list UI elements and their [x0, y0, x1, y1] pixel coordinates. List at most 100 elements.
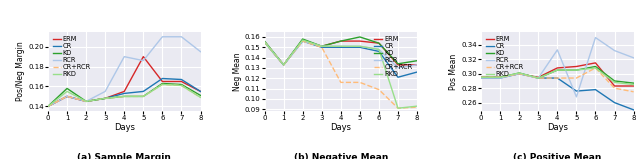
RCR — [573, 96, 580, 98]
RCR — [477, 77, 485, 79]
ERM — [299, 39, 307, 41]
RCR — [177, 36, 185, 38]
KD — [63, 87, 71, 89]
CR — [337, 46, 344, 48]
KD — [356, 36, 364, 38]
ERM — [515, 73, 523, 75]
CR — [356, 46, 364, 48]
RCR — [140, 60, 147, 62]
CR+RCR — [394, 107, 402, 109]
CR+RCR — [515, 73, 523, 75]
RKD — [83, 100, 90, 102]
RCR — [394, 67, 402, 69]
Line: RKD: RKD — [48, 84, 200, 106]
Text: (b) Negative Mean: (b) Negative Mean — [294, 153, 388, 159]
ERM — [196, 90, 204, 92]
CR+RCR — [260, 41, 268, 43]
CR+RCR — [159, 83, 166, 85]
RCR — [120, 56, 128, 58]
CR — [630, 109, 637, 111]
KD — [337, 40, 344, 42]
CR+RCR — [280, 64, 287, 66]
KD — [299, 38, 307, 40]
KD — [515, 72, 523, 74]
CR — [63, 95, 71, 97]
RKD — [318, 45, 326, 47]
RCR — [83, 100, 90, 102]
RCR — [159, 36, 166, 38]
KD — [611, 80, 618, 82]
RKD — [554, 69, 561, 71]
RKD — [573, 69, 580, 71]
KD — [497, 76, 504, 78]
CR+RCR — [554, 77, 561, 79]
ERM — [83, 100, 90, 102]
ERM — [120, 90, 128, 92]
RCR — [554, 49, 561, 51]
Line: KD: KD — [264, 37, 417, 65]
Line: CR+RCR: CR+RCR — [48, 84, 200, 106]
ERM — [611, 85, 618, 87]
RKD — [120, 95, 128, 97]
KD — [413, 60, 421, 62]
CR+RCR — [375, 89, 383, 91]
RKD — [375, 48, 383, 50]
KD — [44, 105, 52, 107]
ERM — [477, 76, 485, 78]
RCR — [413, 64, 421, 66]
ERM — [280, 64, 287, 66]
Line: ERM: ERM — [264, 40, 417, 65]
CR — [299, 40, 307, 42]
RKD — [196, 96, 204, 98]
ERM — [140, 56, 147, 58]
RCR — [196, 51, 204, 53]
CR+RCR — [356, 81, 364, 83]
CR+RCR — [477, 76, 485, 78]
Text: (c) Positive Mean: (c) Positive Mean — [513, 153, 602, 159]
KD — [196, 94, 204, 96]
CR+RCR — [497, 76, 504, 78]
CR — [83, 100, 90, 102]
RKD — [515, 72, 523, 74]
KD — [554, 69, 561, 71]
KD — [101, 97, 109, 99]
ERM — [573, 66, 580, 67]
RKD — [299, 39, 307, 41]
KD — [159, 83, 166, 84]
RKD — [337, 45, 344, 47]
RCR — [280, 64, 287, 66]
RKD — [477, 76, 485, 78]
RCR — [497, 77, 504, 79]
CR — [573, 90, 580, 92]
CR+RCR — [413, 106, 421, 108]
RKD — [260, 41, 268, 43]
CR — [515, 73, 523, 75]
ERM — [413, 64, 421, 66]
CR — [375, 50, 383, 52]
RCR — [515, 73, 523, 75]
ERM — [554, 67, 561, 69]
CR — [101, 97, 109, 99]
KD — [280, 64, 287, 66]
CR — [44, 105, 52, 107]
ERM — [394, 64, 402, 66]
Line: CR+RCR: CR+RCR — [264, 41, 417, 108]
X-axis label: Days: Days — [114, 123, 135, 132]
Line: CR: CR — [481, 74, 634, 110]
CR+RCR — [101, 97, 109, 99]
CR — [159, 78, 166, 80]
KD — [591, 66, 599, 67]
Line: RCR: RCR — [481, 38, 634, 97]
KD — [573, 69, 580, 71]
Legend: ERM, CR, KD, RCR, CR+RCR, RKD: ERM, CR, KD, RCR, CR+RCR, RKD — [484, 35, 525, 79]
RCR — [611, 50, 618, 52]
Line: RCR: RCR — [264, 41, 417, 68]
CR — [120, 92, 128, 94]
RKD — [534, 77, 542, 79]
RCR — [63, 95, 71, 97]
ERM — [591, 62, 599, 64]
CR+RCR — [196, 96, 204, 98]
CR — [177, 79, 185, 80]
RKD — [63, 90, 71, 92]
CR — [280, 64, 287, 66]
